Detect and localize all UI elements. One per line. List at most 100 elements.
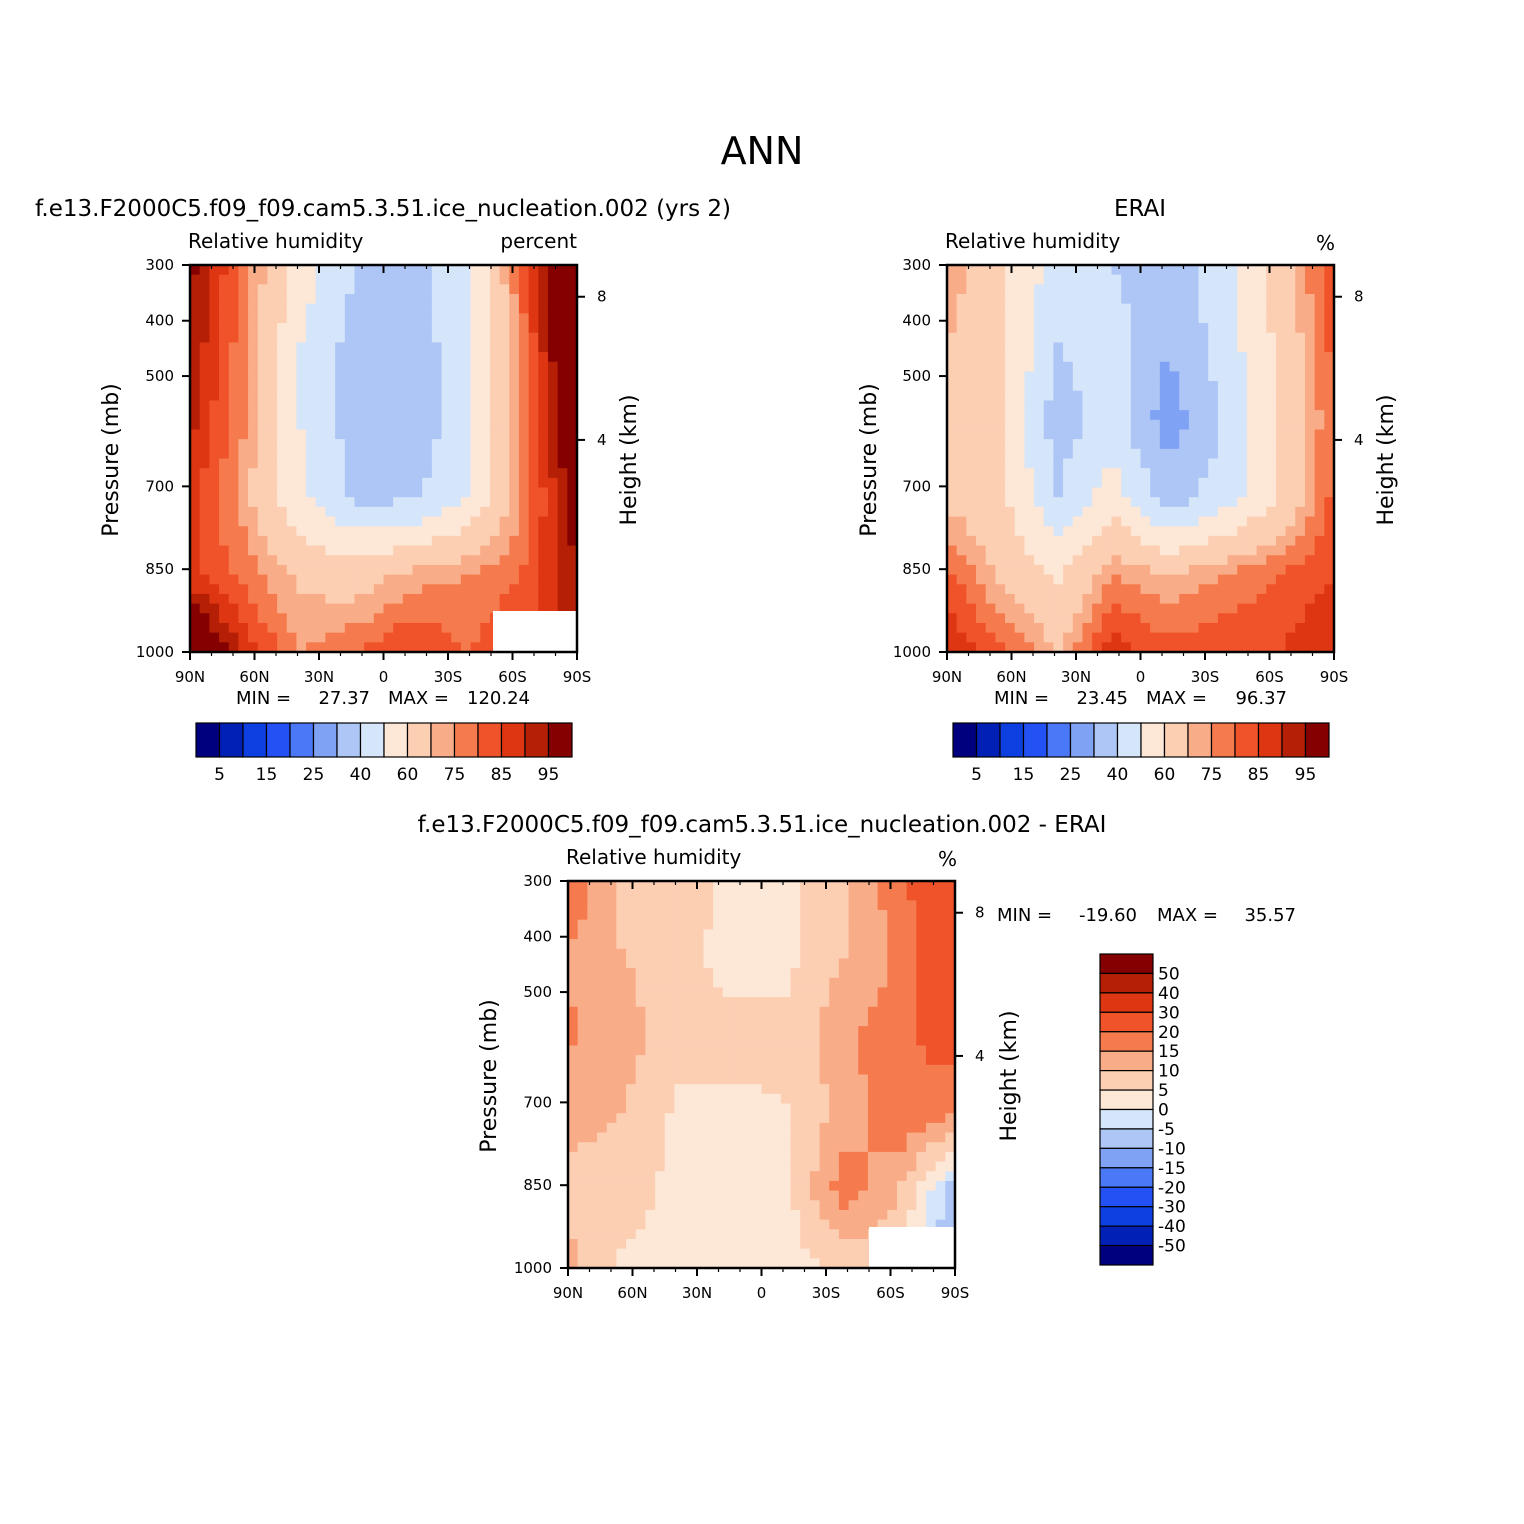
heatmap-cell <box>568 1142 579 1153</box>
heatmap-cell <box>976 516 987 527</box>
heatmap-cell <box>877 948 888 960</box>
heatmap-cell <box>819 919 830 930</box>
heatmap-cell <box>780 1209 792 1221</box>
heatmap-cell <box>568 1045 579 1056</box>
heatmap-cell <box>209 564 220 576</box>
heatmap-cell <box>809 1190 821 1201</box>
heatmap-cell <box>1285 410 1296 421</box>
heatmap-cell <box>373 506 385 518</box>
heatmap-cell <box>1285 545 1296 556</box>
heatmap-cell <box>606 1248 617 1259</box>
heatmap-cell <box>470 613 481 624</box>
heatmap-cell <box>722 1248 734 1259</box>
heatmap-cell <box>761 1142 772 1153</box>
heatmap-cell <box>1159 400 1171 411</box>
heatmap-cell <box>713 1045 724 1056</box>
heatmap-cell <box>470 458 481 469</box>
heatmap-cell <box>838 881 850 892</box>
heatmap-cell <box>1111 390 1122 402</box>
heatmap-cell <box>635 1103 647 1114</box>
heatmap-cell <box>1072 613 1084 624</box>
heatmap-cell <box>373 593 385 605</box>
heatmap-cell <box>1169 265 1180 276</box>
heatmap-cell <box>499 603 510 614</box>
heatmap-cell <box>499 506 510 518</box>
heatmap-cell <box>655 1026 666 1037</box>
heatmap-cell <box>1130 381 1142 392</box>
heatmap-cell <box>1285 371 1296 382</box>
heatmap-cell <box>597 1103 608 1114</box>
heatmap-cell <box>587 1238 598 1250</box>
heatmap-cell <box>209 419 220 431</box>
heatmap-cell <box>568 1093 579 1105</box>
heatmap-cell <box>887 958 898 969</box>
heatmap-cell <box>1285 448 1296 460</box>
heatmap-cell <box>751 1190 763 1201</box>
heatmap-cell <box>489 574 501 585</box>
heatmap-cell <box>1246 535 1258 547</box>
heatmap-cell <box>248 381 259 392</box>
heatmap-cell <box>577 1045 588 1056</box>
heatmap-cell <box>655 1209 666 1221</box>
heatmap-cell <box>277 564 288 576</box>
heatmap-cell <box>286 429 298 440</box>
heatmap-cell <box>1063 313 1074 324</box>
heatmap-cell <box>916 919 927 930</box>
heatmap-cell <box>557 535 568 547</box>
heatmap-cell <box>480 603 491 614</box>
heatmap-cell <box>935 997 946 1008</box>
heatmap-cell <box>713 997 724 1008</box>
heatmap-cell <box>877 1016 888 1027</box>
heatmap-cell <box>441 642 452 653</box>
heatmap-cell <box>1150 390 1161 402</box>
heatmap-cell <box>393 381 404 392</box>
heatmap-cell <box>626 1171 637 1182</box>
heatmap-cell <box>1121 448 1132 460</box>
heatmap-cell <box>1130 642 1142 653</box>
heatmap-cell <box>985 613 996 624</box>
heatmap-cell <box>364 613 375 624</box>
heatmap-cell <box>238 584 249 595</box>
heatmap-cell <box>985 535 996 547</box>
heatmap-cell <box>800 1229 811 1240</box>
heatmap-cell <box>480 487 491 498</box>
heatmap-cell <box>693 1229 705 1240</box>
heatmap-cell <box>722 1142 734 1153</box>
heatmap-cell <box>489 468 501 479</box>
heatmap-cell <box>528 274 539 285</box>
heatmap-cell <box>1275 265 1287 276</box>
heatmap-cell <box>1169 371 1180 382</box>
heatmap-cell <box>1295 506 1306 518</box>
heatmap-cell <box>1024 410 1035 421</box>
heatmap-cell <box>674 1055 685 1066</box>
heatmap-cell <box>751 1016 763 1027</box>
heatmap-cell <box>742 1103 753 1114</box>
heatmap-cell <box>945 1045 956 1056</box>
heatmap-cell <box>1034 448 1045 460</box>
heatmap-cell <box>1227 400 1238 411</box>
colorbar-swatch <box>1281 722 1307 758</box>
heatmap-cell <box>1179 603 1190 614</box>
heatmap-cell <box>1179 381 1190 392</box>
heatmap-cell <box>587 1229 598 1240</box>
heatmap-cell <box>277 274 288 285</box>
heatmap-cell <box>1024 284 1035 295</box>
heatmap-cell <box>693 968 705 979</box>
heatmap-cell <box>858 1238 869 1250</box>
heatmap-cell <box>761 1016 772 1027</box>
heatmap-cell <box>1159 303 1171 314</box>
heatmap-cell <box>286 352 298 363</box>
heatmap-cell <box>848 1151 859 1163</box>
heatmap-cell <box>1285 574 1296 585</box>
heatmap-cell <box>480 574 491 585</box>
heatmap-cell <box>1266 390 1277 402</box>
heatmap-cell <box>751 890 763 901</box>
heatmap-cell <box>819 1132 830 1143</box>
heatmap-cell <box>1188 516 1200 527</box>
heatmap-cell <box>655 1064 666 1076</box>
heatmap-cell <box>1266 497 1277 508</box>
heatmap-cell <box>635 1180 647 1192</box>
heatmap-cell <box>1150 294 1161 305</box>
heatmap-cell <box>412 593 423 605</box>
heatmap-cell <box>985 332 996 344</box>
